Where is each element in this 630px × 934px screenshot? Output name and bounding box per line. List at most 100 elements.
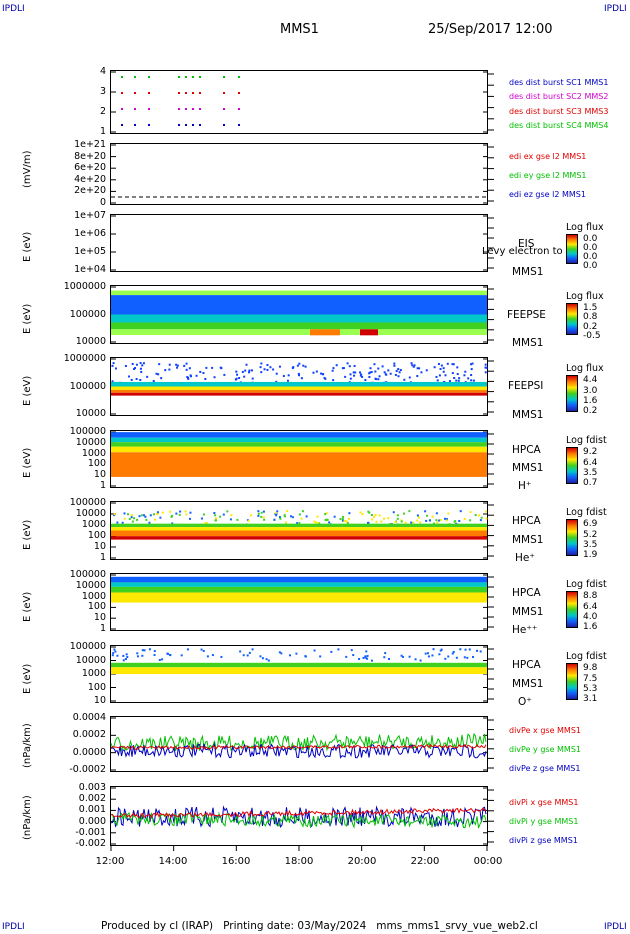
side-hpca-o-3: O⁺: [518, 696, 532, 708]
feepsi-speck: [186, 376, 189, 379]
hpca-he-speck: [144, 515, 147, 518]
hpca-he-speck: [417, 516, 420, 519]
hpca-he-speck: [130, 516, 133, 519]
feepsi-speck: [202, 372, 205, 375]
hpca-o-speck: [384, 652, 387, 655]
hpca-he-speck: [447, 512, 450, 515]
feepsi-speck: [135, 377, 138, 380]
hpca-hepp-band: [111, 592, 487, 603]
cb-hpca-he-v3: 1.9: [583, 550, 598, 560]
burst-marker: [238, 108, 240, 110]
y-tick-label: 4e+20: [74, 173, 106, 185]
cb-title-feepsi: Log flux: [566, 363, 604, 374]
side-feepse-1: FEEPSE: [507, 309, 546, 321]
feepsi-speck: [315, 370, 318, 373]
legend-divpe-x: divPe x gse MMS1: [509, 726, 581, 735]
hpca-he-speck: [249, 514, 252, 517]
hpca-o-speck: [438, 653, 441, 656]
hpca-o-speck: [447, 655, 450, 658]
hpca-o-speck: [472, 655, 475, 658]
hpca-o-speck: [400, 654, 403, 657]
feepsi-speck: [175, 363, 178, 366]
y-tick-label: 1000000: [63, 281, 106, 292]
y-tick-label: 1: [99, 552, 106, 563]
cb-title-hpca-hepp: Log fdist: [566, 579, 607, 590]
feepsi-speck: [286, 379, 289, 382]
footer-text: Produced by cl (IRAP) Printing date: 03/…: [101, 920, 538, 932]
hpca-hepp-band: [111, 576, 487, 583]
cb-hpca-o-v1: 7.5: [583, 674, 598, 684]
hpca-he-speck: [444, 517, 447, 520]
legend-sc4: des dist burst SC4 MMS4: [509, 121, 609, 130]
x-tick-3: 18:00: [284, 856, 314, 867]
y-tick-label: 1: [99, 126, 106, 137]
hpca-he-speck: [213, 511, 216, 514]
cb-feepse-v2: 0.2: [583, 322, 598, 332]
y-tick-label: 100000: [69, 569, 106, 580]
hpca-o-speck: [444, 657, 447, 660]
hpca-he-speck: [286, 510, 289, 513]
burst-marker: [192, 108, 194, 110]
hpca-he-speck: [424, 510, 427, 513]
feepsi-speck: [235, 377, 238, 380]
feepsi-speck: [259, 366, 262, 369]
y-tick-label: 8e+20: [74, 150, 106, 162]
legend-divpi-x: divPi x gse MMS1: [509, 798, 579, 807]
hpca-he-speck: [480, 516, 483, 519]
burst-marker: [238, 76, 240, 78]
legend-divpi-z: divPi z gse MMS1: [509, 836, 578, 845]
hpca-he-speck: [485, 510, 488, 513]
feepsi-speck: [442, 367, 445, 370]
y-tick-label: -0.001: [75, 826, 106, 838]
feepsi-speck: [213, 376, 216, 379]
hpca-he-speck: [396, 517, 399, 520]
divpi-y-line: [110, 811, 487, 829]
hpca-he-speck: [361, 513, 364, 516]
hpca-o-speck: [143, 649, 146, 652]
side-hpca-hepp-1: HPCA: [512, 587, 541, 599]
ylabel-eis: E (eV): [22, 231, 33, 262]
feepsi-speck: [359, 374, 362, 377]
feepsi-speck: [472, 379, 475, 382]
burst-marker: [192, 92, 194, 94]
hpca-o-speck: [136, 655, 139, 658]
feepsi-speck: [131, 362, 134, 365]
panel-edi: [110, 143, 488, 205]
feepsi-speck: [158, 363, 161, 366]
hpca-he-speck: [142, 514, 145, 517]
feepsi-speck: [195, 374, 198, 377]
hpca-o-speck: [248, 651, 251, 654]
hpca-he-speck: [328, 521, 331, 524]
feepsi-speck: [452, 363, 455, 366]
hpca-he-speck: [189, 517, 192, 520]
hpca-o-speck: [408, 655, 411, 658]
hpca-he-speck: [432, 522, 435, 525]
y-tick-label: 10000: [75, 654, 106, 666]
y-tick-label: 0.002: [78, 793, 106, 805]
burst-marker: [199, 76, 201, 78]
burst-marker: [223, 76, 225, 78]
feepsi-speck: [369, 367, 372, 370]
feepse-band: [111, 314, 487, 323]
hpca-he-speck: [463, 517, 466, 520]
hpca-he-speck: [274, 512, 277, 515]
ylabel-hpca-h: E (eV): [22, 447, 33, 478]
hpca-he-speck: [380, 520, 383, 523]
y-tick-label: 10000: [75, 579, 106, 591]
feepsi-speck: [364, 379, 367, 382]
feepsi-speck: [157, 373, 160, 376]
x-tick-0: 12:00: [95, 856, 125, 867]
hpca-hepp-band: [111, 586, 487, 593]
feepsi-speck: [176, 364, 179, 367]
feepsi-speck: [398, 371, 401, 374]
hpca-he-speck: [278, 516, 281, 519]
feepsi-band: [111, 386, 487, 390]
hpca-o-speck: [278, 651, 281, 654]
hpca-o-speck: [370, 659, 373, 662]
feepsi-speck: [418, 367, 421, 370]
hpca-he-speck: [371, 518, 374, 521]
legend-divpe-z: divPe z gse MMS1: [509, 764, 581, 773]
hpca-he-speck: [426, 514, 429, 517]
feepsi-speck: [437, 362, 440, 365]
